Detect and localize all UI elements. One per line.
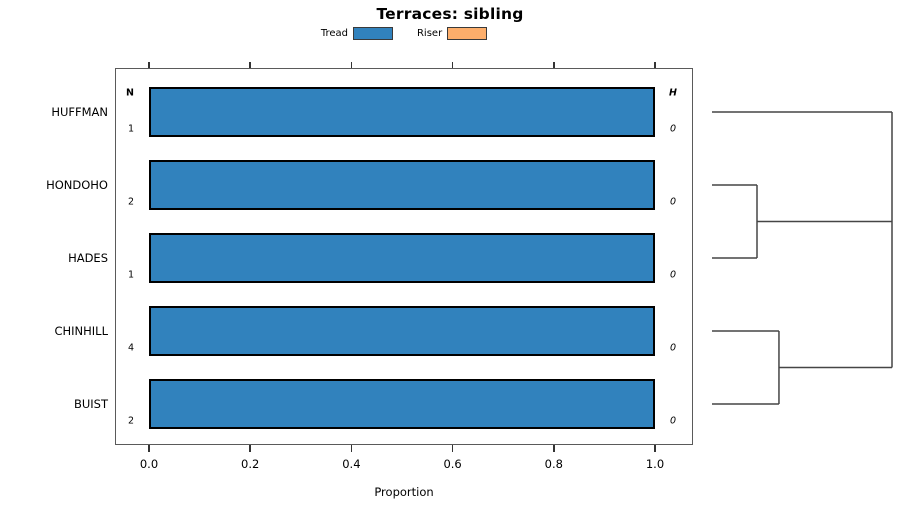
bar-segment-tread bbox=[151, 89, 653, 135]
x-tick-bottom bbox=[654, 445, 656, 452]
x-tick-bottom bbox=[451, 445, 454, 452]
x-tick-label: 1.0 bbox=[645, 457, 665, 471]
x-tick-top bbox=[249, 61, 251, 68]
bar-row-1 bbox=[149, 87, 655, 137]
n-value: 2 bbox=[127, 415, 135, 427]
bar-row-4 bbox=[149, 306, 655, 356]
h-column-header: H bbox=[669, 87, 677, 99]
bar-row-5 bbox=[149, 379, 655, 429]
category-label: HUFFMAN bbox=[51, 105, 108, 119]
x-axis-title: Proportion bbox=[374, 485, 434, 499]
bar-segment-tread bbox=[151, 308, 653, 354]
x-tick-top bbox=[553, 61, 555, 68]
category-label: HONDOHO bbox=[46, 178, 108, 192]
h-value: 0 bbox=[669, 269, 677, 281]
legend-label: Riser bbox=[416, 27, 443, 39]
h-value: 0 bbox=[669, 342, 677, 354]
legend-label: Tread bbox=[320, 27, 348, 39]
x-tick-bottom bbox=[249, 445, 251, 452]
category-label: HADES bbox=[68, 251, 108, 265]
x-tick-top bbox=[451, 61, 454, 68]
x-tick-label: 0.0 bbox=[139, 457, 159, 471]
bar-segment-tread bbox=[151, 162, 653, 208]
n-column-header: N bbox=[126, 87, 134, 99]
x-tick-label: 0.2 bbox=[241, 457, 260, 471]
x-tick-label: 0.4 bbox=[342, 457, 361, 471]
chart-title: Terraces: sibling bbox=[376, 5, 524, 23]
legend-swatch-riser bbox=[447, 26, 488, 40]
n-value: 1 bbox=[127, 269, 135, 281]
x-tick-top bbox=[148, 61, 150, 68]
category-label: BUIST bbox=[73, 397, 108, 411]
legend-item-tread: Tread bbox=[320, 26, 393, 40]
h-value: 0 bbox=[669, 196, 677, 208]
legend-item-riser: Riser bbox=[416, 26, 488, 40]
bar-row-2 bbox=[149, 160, 655, 210]
h-value: 0 bbox=[669, 415, 677, 427]
x-tick-bottom bbox=[350, 445, 353, 452]
x-tick-label: 0.6 bbox=[443, 457, 462, 471]
x-tick-top bbox=[350, 61, 353, 68]
bar-segment-tread bbox=[151, 235, 653, 281]
x-tick-bottom bbox=[148, 445, 150, 452]
x-tick-label: 0.8 bbox=[544, 457, 563, 471]
bar-row-3 bbox=[149, 233, 655, 283]
category-label: CHINHILL bbox=[54, 324, 108, 338]
x-tick-bottom bbox=[553, 445, 555, 452]
h-value: 0 bbox=[669, 123, 677, 135]
n-value: 4 bbox=[127, 342, 135, 354]
bar-segment-tread bbox=[151, 381, 653, 427]
plot-box bbox=[115, 68, 693, 445]
n-value: 1 bbox=[127, 123, 135, 135]
n-value: 2 bbox=[127, 196, 135, 208]
legend: Tread Riser bbox=[115, 24, 693, 42]
x-tick-top bbox=[654, 61, 656, 68]
legend-swatch-tread bbox=[352, 26, 393, 40]
